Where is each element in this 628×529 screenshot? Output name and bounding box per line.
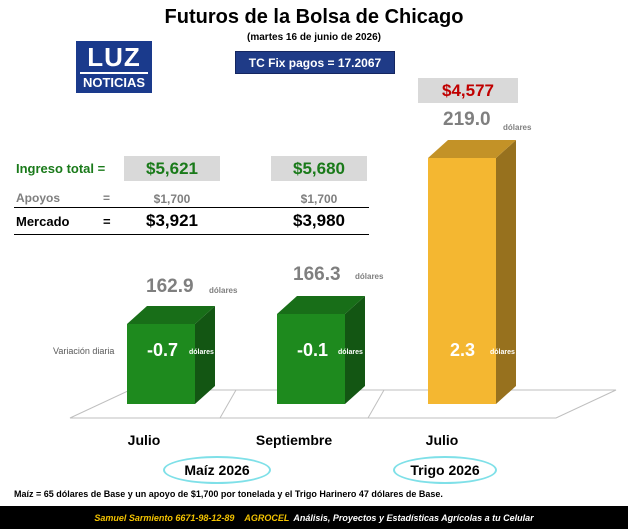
footnote: Maíz = 65 dólares de Base y un apoyo de …: [14, 489, 443, 499]
ingreso-total-label: Ingreso total =: [16, 161, 106, 176]
variation-label: Variación diaria: [53, 346, 115, 356]
mercado-equals: =: [103, 214, 111, 229]
category-label: Julio: [425, 432, 459, 448]
bar-top: [277, 295, 365, 314]
bar-price-label: 166.3: [293, 264, 341, 285]
bar-change-label: 2.3: [450, 340, 476, 360]
bar-change-label: -0.7: [147, 340, 179, 360]
luz-noticias-logo: LUZ NOTICIAS: [76, 41, 152, 93]
group-label-maiz: Maíz 2026: [163, 456, 271, 484]
footer-tagline: Análisis, Proyectos y Estadísticas Agríc…: [293, 512, 534, 523]
bar-change-unit: dólares: [338, 349, 363, 356]
sept-mercado-value: $3,980: [293, 211, 345, 230]
floor-divider: [367, 389, 385, 419]
logo-top-text: LUZ: [87, 42, 141, 72]
logo-divider: [80, 72, 148, 74]
exchange-rate-badge: TC Fix pagos = 17.2067: [235, 51, 395, 74]
bar-top: [428, 140, 516, 158]
julio-apoyos-value: $1,700: [153, 192, 191, 206]
bar-price-label: 219.0: [443, 109, 491, 130]
footer-brand: AGROCEL: [244, 512, 290, 523]
bar-side: [496, 140, 516, 404]
logo-bottom-text: NOTICIAS: [82, 75, 146, 90]
group-label-trigo: Trigo 2026: [393, 456, 497, 484]
bar-front: [428, 158, 496, 404]
mercado-label: Mercado: [16, 214, 70, 229]
apoyos-label: Apoyos: [16, 191, 61, 205]
page-title: Futuros de la Bolsa de Chicago: [164, 6, 464, 28]
page-subtitle: (martes 16 de junio de 2026): [247, 32, 381, 43]
row-divider: [14, 234, 369, 235]
bar-side: [195, 306, 215, 404]
bar-front: [127, 324, 195, 404]
bar-side: [345, 295, 365, 404]
apoyos-equals: =: [103, 191, 111, 205]
bar-change-unit: dólares: [490, 349, 515, 356]
wheat-price-box: $4,577: [418, 78, 518, 103]
bar-front: [277, 313, 345, 404]
sept-ingreso-value: $5,680: [271, 156, 367, 181]
bar-price-unit: dólares: [209, 286, 238, 295]
bar-top: [127, 306, 215, 324]
category-label: Septiembre: [255, 432, 333, 448]
bar-price-unit: dólares: [355, 272, 384, 281]
bar-change-label: -0.1: [297, 340, 329, 360]
footer-contact: Samuel Sarmiento 6671-98-12-89: [94, 512, 235, 523]
bar-price-unit: dólares: [503, 123, 532, 132]
floor-divider: [219, 389, 237, 419]
julio-ingreso-value: $5,621: [124, 156, 220, 181]
category-label: Julio: [127, 432, 161, 448]
row-divider: [14, 207, 369, 208]
footer-bar: Samuel Sarmiento 6671-98-12-89 AGROCEL A…: [0, 506, 628, 529]
sept-apoyos-value: $1,700: [300, 192, 338, 206]
bar-price-label: 162.9: [146, 276, 194, 297]
julio-mercado-value: $3,921: [146, 211, 198, 230]
bar-change-unit: dólares: [189, 349, 214, 356]
